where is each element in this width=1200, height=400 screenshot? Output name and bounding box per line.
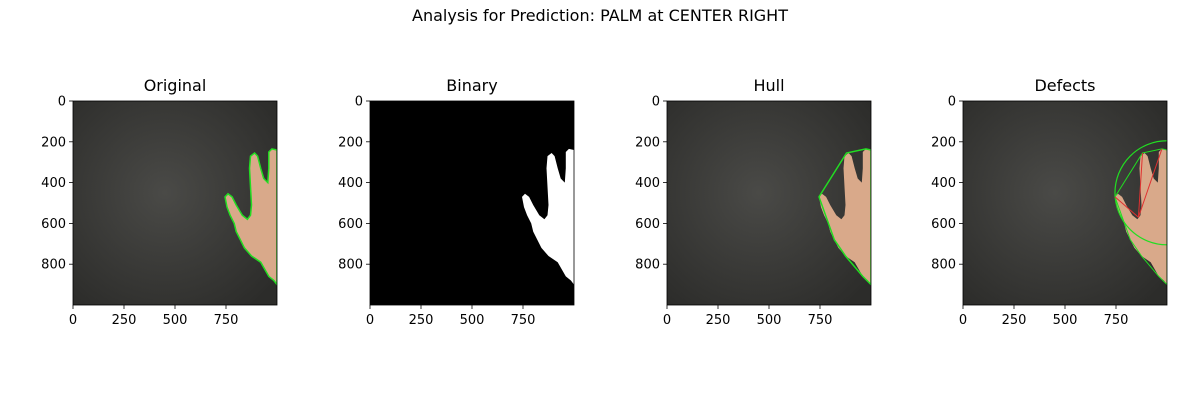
panel-title: Original — [143, 76, 207, 95]
panel-1-axes: 0 250 500 750 0 200 400 600 800 — [338, 95, 575, 328]
x-tick-label: 750 — [511, 313, 536, 328]
x-tick-label: 0 — [663, 313, 671, 328]
x-tick-label: 500 — [1053, 313, 1078, 328]
binary-background — [370, 101, 574, 305]
y-tick-label: 400 — [931, 176, 956, 191]
y-tick-label: 400 — [635, 176, 660, 191]
y-tick-label: 800 — [338, 258, 363, 273]
photo-background — [963, 101, 1167, 305]
x-tick-label: 750 — [1104, 313, 1129, 328]
x-tick-label: 500 — [460, 313, 485, 328]
x-tick-label: 250 — [112, 313, 137, 328]
x-tick-label: 0 — [69, 313, 77, 328]
y-tick-label: 0 — [948, 95, 956, 110]
y-tick-label: 600 — [931, 217, 956, 232]
hand-photo — [1115, 148, 1167, 285]
hand-photo — [225, 148, 277, 285]
panel-title: Defects — [1034, 76, 1096, 95]
x-tick-label: 250 — [706, 313, 731, 328]
y-tick-label: 800 — [931, 258, 956, 273]
panel-0-axes: 0 250 500 750 0 200 400 600 800 — [41, 95, 278, 328]
x-tick-label: 500 — [163, 313, 188, 328]
y-tick-label: 200 — [41, 135, 66, 150]
y-tick-label: 800 — [635, 258, 660, 273]
y-tick-label: 200 — [635, 135, 660, 150]
defect-line — [1114, 196, 1139, 218]
image-area — [370, 101, 574, 305]
hand-photo — [819, 148, 871, 285]
y-tick-label: 600 — [635, 217, 660, 232]
y-tick-label: 200 — [931, 135, 956, 150]
x-tick-label: 250 — [1002, 313, 1027, 328]
y-tick-label: 600 — [41, 217, 66, 232]
y-tick-label: 600 — [338, 217, 363, 232]
panel-3-axes: 0 250 500 750 0 200 400 600 800 — [931, 95, 1168, 328]
photo-background — [667, 101, 871, 305]
y-tick-label: 0 — [355, 95, 363, 110]
x-tick-label: 250 — [409, 313, 434, 328]
x-tick-label: 0 — [366, 313, 374, 328]
convex-hull — [818, 148, 871, 286]
image-area — [667, 101, 871, 305]
y-tick-label: 400 — [338, 176, 363, 191]
x-tick-label: 0 — [959, 313, 967, 328]
x-tick-label: 750 — [808, 313, 833, 328]
image-area — [963, 101, 1167, 305]
figure-title: Analysis for Prediction: PALM at CENTER … — [412, 6, 788, 25]
y-tick-label: 200 — [338, 135, 363, 150]
hand-contour — [224, 148, 277, 286]
panel-title: Hull — [753, 76, 785, 95]
x-tick-label: 750 — [214, 313, 239, 328]
photo-background — [73, 101, 277, 305]
y-tick-label: 0 — [58, 95, 66, 110]
image-area — [73, 101, 277, 305]
y-tick-label: 800 — [41, 258, 66, 273]
convex-hull — [1114, 148, 1167, 286]
panel-title: Binary — [446, 76, 498, 95]
x-tick-label: 500 — [757, 313, 782, 328]
panel-2-axes: 0 250 500 750 0 200 400 600 800 — [635, 95, 872, 328]
binary-hand — [522, 148, 574, 285]
y-tick-label: 0 — [652, 95, 660, 110]
y-tick-label: 400 — [41, 176, 66, 191]
